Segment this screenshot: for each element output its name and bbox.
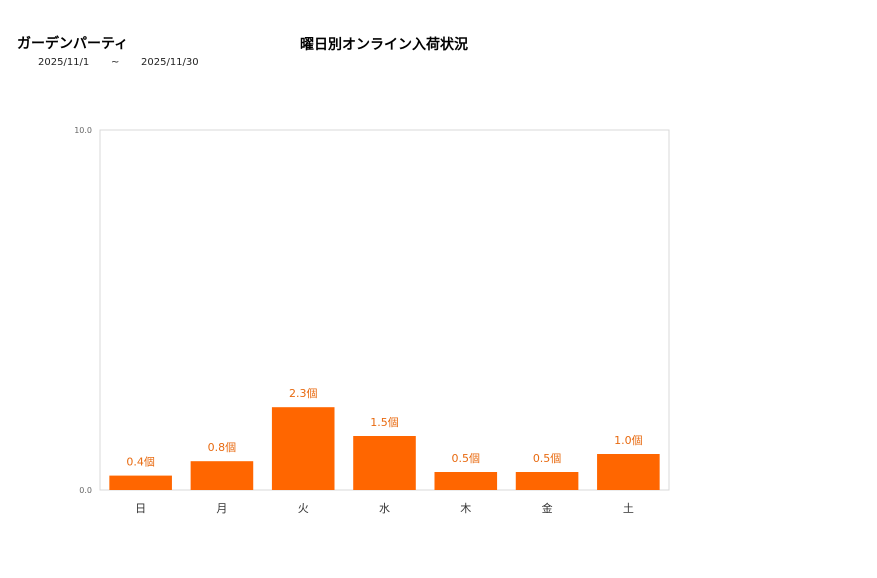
category-label-3: 水 [379, 502, 390, 515]
bar-0 [109, 475, 172, 490]
store-name: ガーデンパーティ [17, 36, 129, 52]
bar-1 [190, 461, 254, 490]
bars-group [109, 407, 660, 490]
bar-3 [353, 436, 416, 490]
data-label-4: 0.5個 [452, 452, 481, 465]
category-label-2: 火 [298, 502, 309, 515]
data-label-5: 0.5個 [533, 452, 562, 465]
data-label-6: 1.0個 [614, 434, 643, 447]
data-label-1: 0.8個 [208, 441, 237, 454]
category-label-5: 金 [542, 501, 553, 515]
data-label-2: 2.3個 [289, 387, 318, 400]
category-label-0: 日 [135, 502, 146, 515]
category-label-4: 木 [460, 502, 471, 515]
category-label-1: 月 [216, 502, 227, 515]
category-label-6: 土 [623, 502, 634, 515]
data-label-3: 1.5個 [370, 416, 399, 429]
y-tick-label: 10.0 [74, 126, 92, 135]
bar-2 [271, 407, 335, 490]
date-from: 2025/11/1 [38, 57, 90, 68]
date-separator: ~ [111, 57, 120, 68]
data-label-0: 0.4個 [126, 456, 155, 469]
bar-6 [597, 454, 660, 490]
date-to: 2025/11/30 [141, 57, 199, 68]
chart-title: 曜日別オンライン入荷状況 [300, 37, 468, 53]
y-tick-label: 0.0 [79, 486, 92, 495]
labels-group: 0.0 10.0 0.4個日 0.8個月 2.3個火 1.5個水 0.5個木 0.5個金 1.0… [74, 126, 642, 515]
bar-5 [515, 472, 579, 490]
bar-4 [434, 472, 498, 490]
